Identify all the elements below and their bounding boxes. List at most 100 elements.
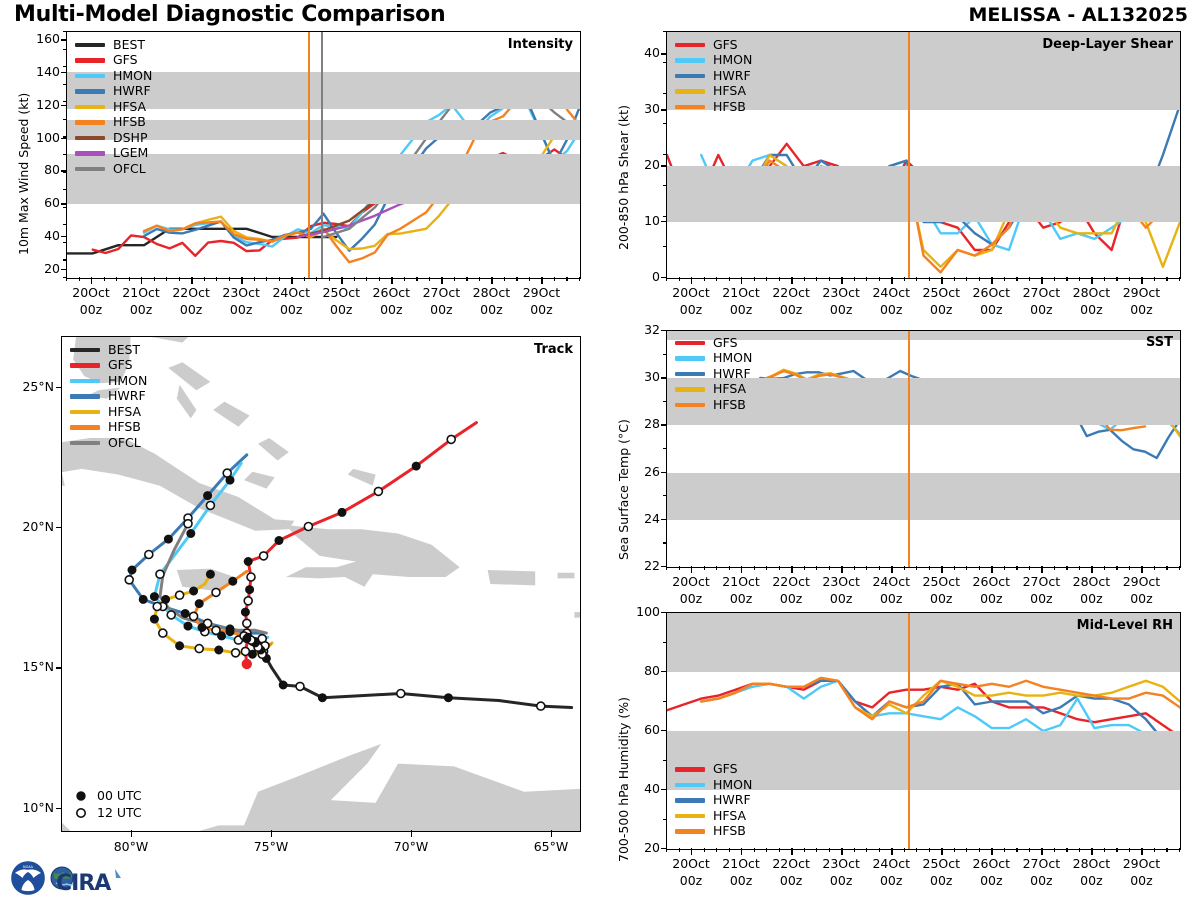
x-tick-day: 27Oct	[1022, 574, 1061, 589]
y-tick-minor	[662, 612, 667, 614]
legend-item-best[interactable]: BEST	[75, 37, 152, 53]
legend-item-hfsb[interactable]: HFSB	[70, 420, 147, 436]
legend-item-lgem[interactable]: LGEM	[75, 146, 152, 162]
x-tick-minor	[853, 848, 855, 852]
legend-item-hfsb[interactable]: HFSB	[675, 397, 752, 413]
x-tick-mark	[191, 277, 193, 284]
y-tick-minor	[62, 31, 67, 33]
legend-item-hmon[interactable]: HMON	[75, 68, 152, 84]
legend-item-hmon[interactable]: HMON	[675, 53, 752, 69]
legend-item-hwrf[interactable]: HWRF	[675, 68, 752, 84]
legend-item-hfsa[interactable]: HFSA	[675, 808, 752, 824]
legend-label-hfsa: HFSA	[113, 98, 147, 114]
x-tick-mark	[941, 277, 943, 284]
svg-text:NOAA: NOAA	[23, 865, 34, 869]
y-tick-minor	[662, 424, 667, 426]
track-marker-12utc	[174, 590, 185, 601]
x-tick-minor	[178, 277, 180, 281]
cira-wordmark: CIRA	[50, 866, 121, 896]
track-marker-00utc	[149, 614, 159, 624]
legend-item-hwrf[interactable]: HWRF	[675, 366, 752, 382]
y-tick-mark	[661, 109, 667, 111]
legend-label-hwrf: HWRF	[713, 792, 751, 807]
legend-item-hwrf[interactable]: HWRF	[70, 389, 147, 405]
x-tick-minor	[328, 277, 330, 281]
legend-item-ofcl[interactable]: OFCL	[75, 161, 152, 177]
track-lon-tick	[411, 830, 413, 837]
legend-label-gfs: GFS	[713, 36, 738, 52]
x-tick-minor	[1103, 566, 1106, 570]
x-tick-hour: 00z	[779, 301, 803, 317]
x-tick-day: 20Oct	[672, 574, 710, 589]
legend-item-best[interactable]: BEST	[70, 342, 147, 358]
legend-label-dshp: DSHP	[113, 129, 148, 145]
x-tick-hour: 00z	[829, 872, 853, 888]
track-marker-00utc	[245, 585, 255, 595]
x-tick-label: 28Oct 00z	[1055, 856, 1127, 890]
track-marker-12utc	[395, 688, 406, 699]
x-tick-minor	[803, 277, 805, 281]
legend-label-gfs: GFS	[713, 334, 738, 350]
x-tick-day: 26Oct	[972, 574, 1011, 589]
x-tick-minor	[1116, 566, 1118, 570]
legend-item-hfsa[interactable]: HFSA	[75, 99, 152, 115]
legend-item-hfsa[interactable]: HFSA	[675, 382, 752, 398]
x-tick-minor	[1179, 566, 1181, 570]
track-marker-00utc	[443, 693, 453, 703]
legend-item-gfs[interactable]: GFS	[675, 37, 752, 53]
legend-item-gfs[interactable]: GFS	[70, 358, 147, 374]
y-tick-label: 40	[44, 228, 60, 243]
track-marker-12utc	[194, 643, 204, 654]
x-tick-day: 24Oct	[872, 856, 910, 871]
x-tick-minor	[1028, 566, 1031, 570]
y-tick-label: 160	[36, 31, 60, 47]
x-tick-minor	[928, 566, 930, 570]
track-lat-tick	[56, 386, 62, 388]
legend-swatch-hfsb	[70, 425, 100, 430]
x-tick-hour: 00z	[879, 301, 903, 317]
x-tick-minor	[1166, 848, 1168, 852]
current-position-marker	[241, 658, 252, 670]
legend-item-hfsb[interactable]: HFSB	[675, 99, 752, 115]
x-tick-mark	[841, 566, 843, 573]
legend-label-hwrf: HWRF	[108, 388, 146, 403]
legend-item-hmon[interactable]: HMON	[70, 373, 147, 389]
legend-item-hmon[interactable]: HMON	[675, 351, 752, 367]
x-tick-minor	[816, 848, 818, 852]
x-tick-mark	[991, 848, 993, 855]
legend-item-hfsa[interactable]: HFSA	[675, 84, 752, 100]
x-tick-mark	[791, 277, 793, 284]
x-tick-label: 29Oct 00z	[1105, 574, 1177, 608]
x-tick-mark	[941, 848, 943, 855]
legend-item-gfs[interactable]: GFS	[75, 53, 152, 69]
svg-text:CIRA: CIRA	[56, 871, 111, 896]
x-tick-day: 21Oct	[122, 285, 160, 300]
legend-item-ofcl[interactable]: OFCL	[70, 435, 147, 451]
legend-item-hfsa[interactable]: HFSA	[70, 404, 147, 420]
y-tick-minor	[662, 277, 667, 279]
x-tick-mark	[741, 566, 743, 573]
legend-item-gfs[interactable]: GFS	[675, 762, 752, 778]
x-tick-day: 25Oct	[922, 574, 961, 589]
x-tick-mark	[841, 848, 843, 855]
legend-item-gfs[interactable]: GFS	[675, 335, 752, 351]
x-tick-hour: 00z	[1080, 590, 1103, 606]
sst-corner-label: SST	[1145, 335, 1173, 350]
x-tick-label: 26Oct 00z	[955, 856, 1027, 890]
y-tick-minor	[62, 259, 67, 261]
y-tick-label: 100	[636, 604, 660, 619]
legend-item-hfsb[interactable]: HFSB	[675, 824, 752, 840]
legend-item-hwrf[interactable]: HWRF	[675, 793, 752, 809]
track-marker-12utc	[205, 500, 216, 511]
y-tick-minor	[662, 700, 667, 702]
map-land-honduras-nic	[62, 822, 71, 831]
x-tick-minor	[1003, 277, 1006, 281]
track-marker-00utc	[205, 569, 215, 579]
legend-item-dshp[interactable]: DSHP	[75, 130, 152, 146]
legend-item-hfsb[interactable]: HFSB	[75, 115, 152, 131]
legend-item-hwrf[interactable]: HWRF	[75, 84, 152, 100]
map-land-hispaniola	[286, 525, 460, 587]
legend-item-hmon[interactable]: HMON	[675, 777, 752, 793]
track-marker-12utc	[166, 610, 176, 620]
x-tick-day: 26Oct	[972, 856, 1011, 871]
